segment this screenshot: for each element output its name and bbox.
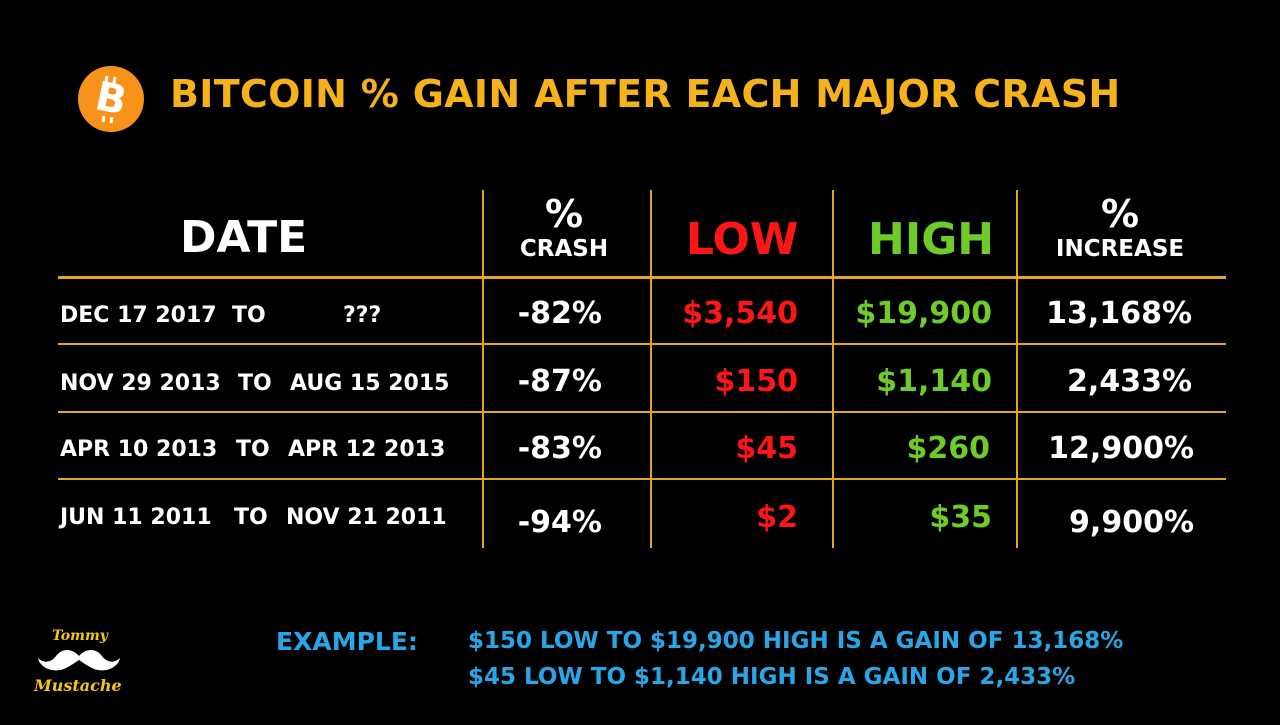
row-date-to: ??? [343, 303, 382, 328]
header-increase-label: INCREASE [1055, 236, 1185, 262]
row-date-to: NOV 21 2011 [286, 505, 447, 530]
row-date-to-word: TO [236, 437, 270, 462]
row-low: $45 [735, 431, 798, 466]
column-divider [650, 190, 652, 548]
example-line: $45 LOW TO $1,140 HIGH IS A GAIN OF 2,43… [468, 664, 1076, 690]
bitcoin-icon: B [78, 66, 144, 132]
row-high: $1,140 [876, 364, 992, 399]
row-increase: 13,168% [1046, 296, 1192, 331]
row-date-from: APR 10 2013 [60, 437, 218, 462]
row-date-from: NOV 29 2013 [60, 371, 221, 396]
row-date-to-word: TO [238, 371, 272, 396]
row-low: $150 [714, 364, 799, 399]
row-divider [58, 478, 1226, 480]
row-date-to-word: TO [232, 303, 266, 328]
row-date-to: APR 12 2013 [288, 437, 446, 462]
brand-bottom-text: Mustache [34, 676, 122, 695]
row-crash: -87% [517, 364, 602, 399]
row-divider [58, 411, 1226, 413]
row-date-from: JUN 11 2011 [60, 505, 212, 530]
example-line: $150 LOW TO $19,900 HIGH IS A GAIN OF 13… [468, 628, 1124, 654]
row-divider [58, 343, 1226, 345]
column-divider [482, 190, 484, 548]
row-crash: -82% [517, 296, 602, 331]
column-divider [1016, 190, 1018, 548]
row-increase: 2,433% [1067, 364, 1192, 399]
row-date-from: DEC 17 2017 [60, 303, 217, 328]
header-date: DATE [180, 212, 308, 263]
brand-top-text: Tommy [52, 628, 108, 644]
row-low: $2 [756, 500, 798, 535]
row-high: $35 [929, 500, 992, 535]
header-high: HIGH [868, 214, 995, 265]
column-divider [832, 190, 834, 548]
header-crash-pct: % [544, 192, 584, 236]
brand-logo: Tommy Mustache [30, 628, 130, 700]
header-low: LOW [686, 214, 799, 265]
row-high: $19,900 [855, 296, 992, 331]
header-crash-label: CRASH [519, 236, 609, 262]
page-title: BITCOIN % GAIN AFTER EACH MAJOR CRASH [170, 72, 1121, 116]
example-label: EXAMPLE: [276, 627, 418, 656]
row-increase: 12,900% [1048, 431, 1194, 466]
header-divider [58, 276, 1226, 279]
header-increase-pct: % [1100, 192, 1140, 236]
row-increase: 9,900% [1069, 505, 1194, 540]
row-low: $3,540 [682, 296, 798, 331]
row-crash: -83% [517, 431, 602, 466]
row-date-to: AUG 15 2015 [290, 371, 450, 396]
row-date-to-word: TO [234, 505, 268, 530]
row-crash: -94% [517, 505, 602, 540]
row-high: $260 [906, 431, 991, 466]
mustache-icon [38, 650, 120, 671]
